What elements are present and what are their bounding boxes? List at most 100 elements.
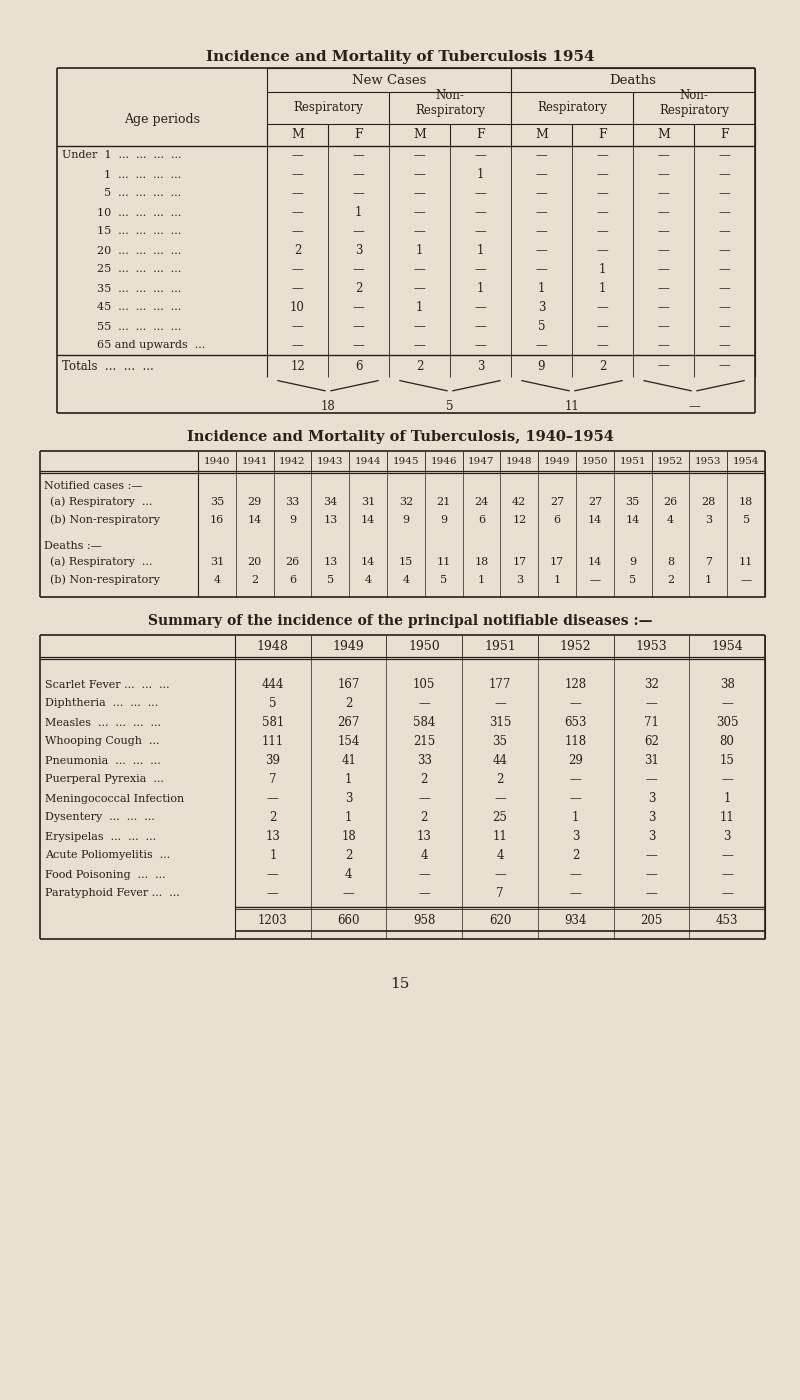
Text: 15: 15: [720, 755, 734, 767]
Text: —: —: [418, 792, 430, 805]
Text: —: —: [597, 148, 608, 162]
Text: 2: 2: [251, 575, 258, 585]
Text: 1: 1: [416, 301, 423, 314]
Text: 1: 1: [599, 263, 606, 276]
Text: Non-
Respiratory: Non- Respiratory: [415, 90, 485, 118]
Text: —: —: [474, 321, 486, 333]
Text: 38: 38: [720, 678, 734, 692]
Text: 111: 111: [262, 735, 284, 748]
Text: Paratyphoid Fever ...  ...: Paratyphoid Fever ... ...: [45, 889, 180, 899]
Text: 41: 41: [341, 755, 356, 767]
Text: 4: 4: [365, 575, 372, 585]
Text: —: —: [658, 339, 670, 351]
Text: —: —: [718, 321, 730, 333]
Text: —: —: [741, 575, 752, 585]
Text: —: —: [267, 792, 278, 805]
Text: —: —: [353, 168, 364, 181]
Text: —: —: [597, 188, 608, 200]
Text: 31: 31: [644, 755, 659, 767]
Text: 12: 12: [512, 515, 526, 525]
Text: 45  ...  ...  ...  ...: 45 ... ... ... ...: [62, 302, 182, 312]
Text: —: —: [474, 188, 486, 200]
Text: 24: 24: [474, 497, 489, 507]
Text: 13: 13: [417, 830, 432, 843]
Text: 20: 20: [247, 557, 262, 567]
Text: 1: 1: [355, 206, 362, 218]
Text: —: —: [414, 321, 426, 333]
Text: —: —: [353, 225, 364, 238]
Text: —: —: [570, 868, 582, 881]
Text: 18: 18: [321, 400, 335, 413]
Text: 177: 177: [489, 678, 511, 692]
Text: —: —: [474, 339, 486, 351]
Text: 27: 27: [588, 497, 602, 507]
Text: Food Poisoning  ...  ...: Food Poisoning ... ...: [45, 869, 166, 879]
Text: Diphtheria  ...  ...  ...: Diphtheria ... ... ...: [45, 699, 158, 708]
Text: 14: 14: [361, 515, 375, 525]
Text: —: —: [646, 888, 658, 900]
Text: 215: 215: [413, 735, 435, 748]
Text: 453: 453: [716, 914, 738, 927]
Text: 20  ...  ...  ...  ...: 20 ... ... ... ...: [62, 245, 182, 255]
Text: —: —: [536, 168, 547, 181]
Text: 4: 4: [421, 848, 428, 862]
Text: 3: 3: [648, 811, 655, 825]
Text: M: M: [657, 129, 670, 141]
Text: 3: 3: [648, 792, 655, 805]
Text: 1: 1: [538, 281, 545, 295]
Text: 9: 9: [538, 360, 546, 372]
Text: —: —: [570, 792, 582, 805]
Text: —: —: [718, 301, 730, 314]
Text: —: —: [474, 225, 486, 238]
Text: 444: 444: [262, 678, 284, 692]
Text: —: —: [646, 697, 658, 710]
Text: 3: 3: [705, 515, 712, 525]
Text: 620: 620: [489, 914, 511, 927]
Text: 62: 62: [644, 735, 659, 748]
Text: —: —: [722, 848, 733, 862]
Text: 2: 2: [345, 697, 352, 710]
Text: Incidence and Mortality of Tuberculosis, 1940–1954: Incidence and Mortality of Tuberculosis,…: [186, 430, 614, 444]
Text: 1953: 1953: [635, 640, 667, 652]
Text: 1: 1: [723, 792, 731, 805]
Text: 35  ...  ...  ...  ...: 35 ... ... ... ...: [62, 283, 182, 294]
Text: Deaths :—: Deaths :—: [44, 540, 102, 552]
Text: 315: 315: [489, 715, 511, 729]
Text: 1947: 1947: [468, 456, 494, 465]
Text: M: M: [291, 129, 304, 141]
Text: —: —: [292, 281, 303, 295]
Text: —: —: [718, 168, 730, 181]
Text: —: —: [292, 339, 303, 351]
Text: 1954: 1954: [711, 640, 743, 652]
Text: 18: 18: [341, 830, 356, 843]
Text: —: —: [353, 148, 364, 162]
Text: —: —: [658, 148, 670, 162]
Text: 13: 13: [323, 557, 338, 567]
Text: —: —: [292, 188, 303, 200]
Text: 5: 5: [326, 575, 334, 585]
Text: (b) Non-respiratory: (b) Non-respiratory: [50, 575, 160, 585]
Text: Totals  ...  ...  ...: Totals ... ... ...: [62, 360, 154, 372]
Text: 958: 958: [413, 914, 435, 927]
Text: 1: 1: [554, 575, 561, 585]
Text: —: —: [722, 697, 733, 710]
Text: 3: 3: [354, 244, 362, 258]
Text: —: —: [353, 321, 364, 333]
Text: Respiratory: Respiratory: [293, 102, 363, 115]
Text: —: —: [414, 225, 426, 238]
Text: 6: 6: [354, 360, 362, 372]
Text: —: —: [536, 148, 547, 162]
Text: —: —: [292, 225, 303, 238]
Text: —: —: [292, 168, 303, 181]
Text: 7: 7: [705, 557, 712, 567]
Text: —: —: [267, 888, 278, 900]
Text: 1950: 1950: [409, 640, 440, 652]
Text: 1954: 1954: [733, 456, 759, 465]
Text: 32: 32: [398, 497, 413, 507]
Text: 26: 26: [663, 497, 678, 507]
Text: Age periods: Age periods: [124, 112, 200, 126]
Text: —: —: [658, 225, 670, 238]
Text: 12: 12: [290, 360, 305, 372]
Text: 581: 581: [262, 715, 284, 729]
Text: 29: 29: [247, 497, 262, 507]
